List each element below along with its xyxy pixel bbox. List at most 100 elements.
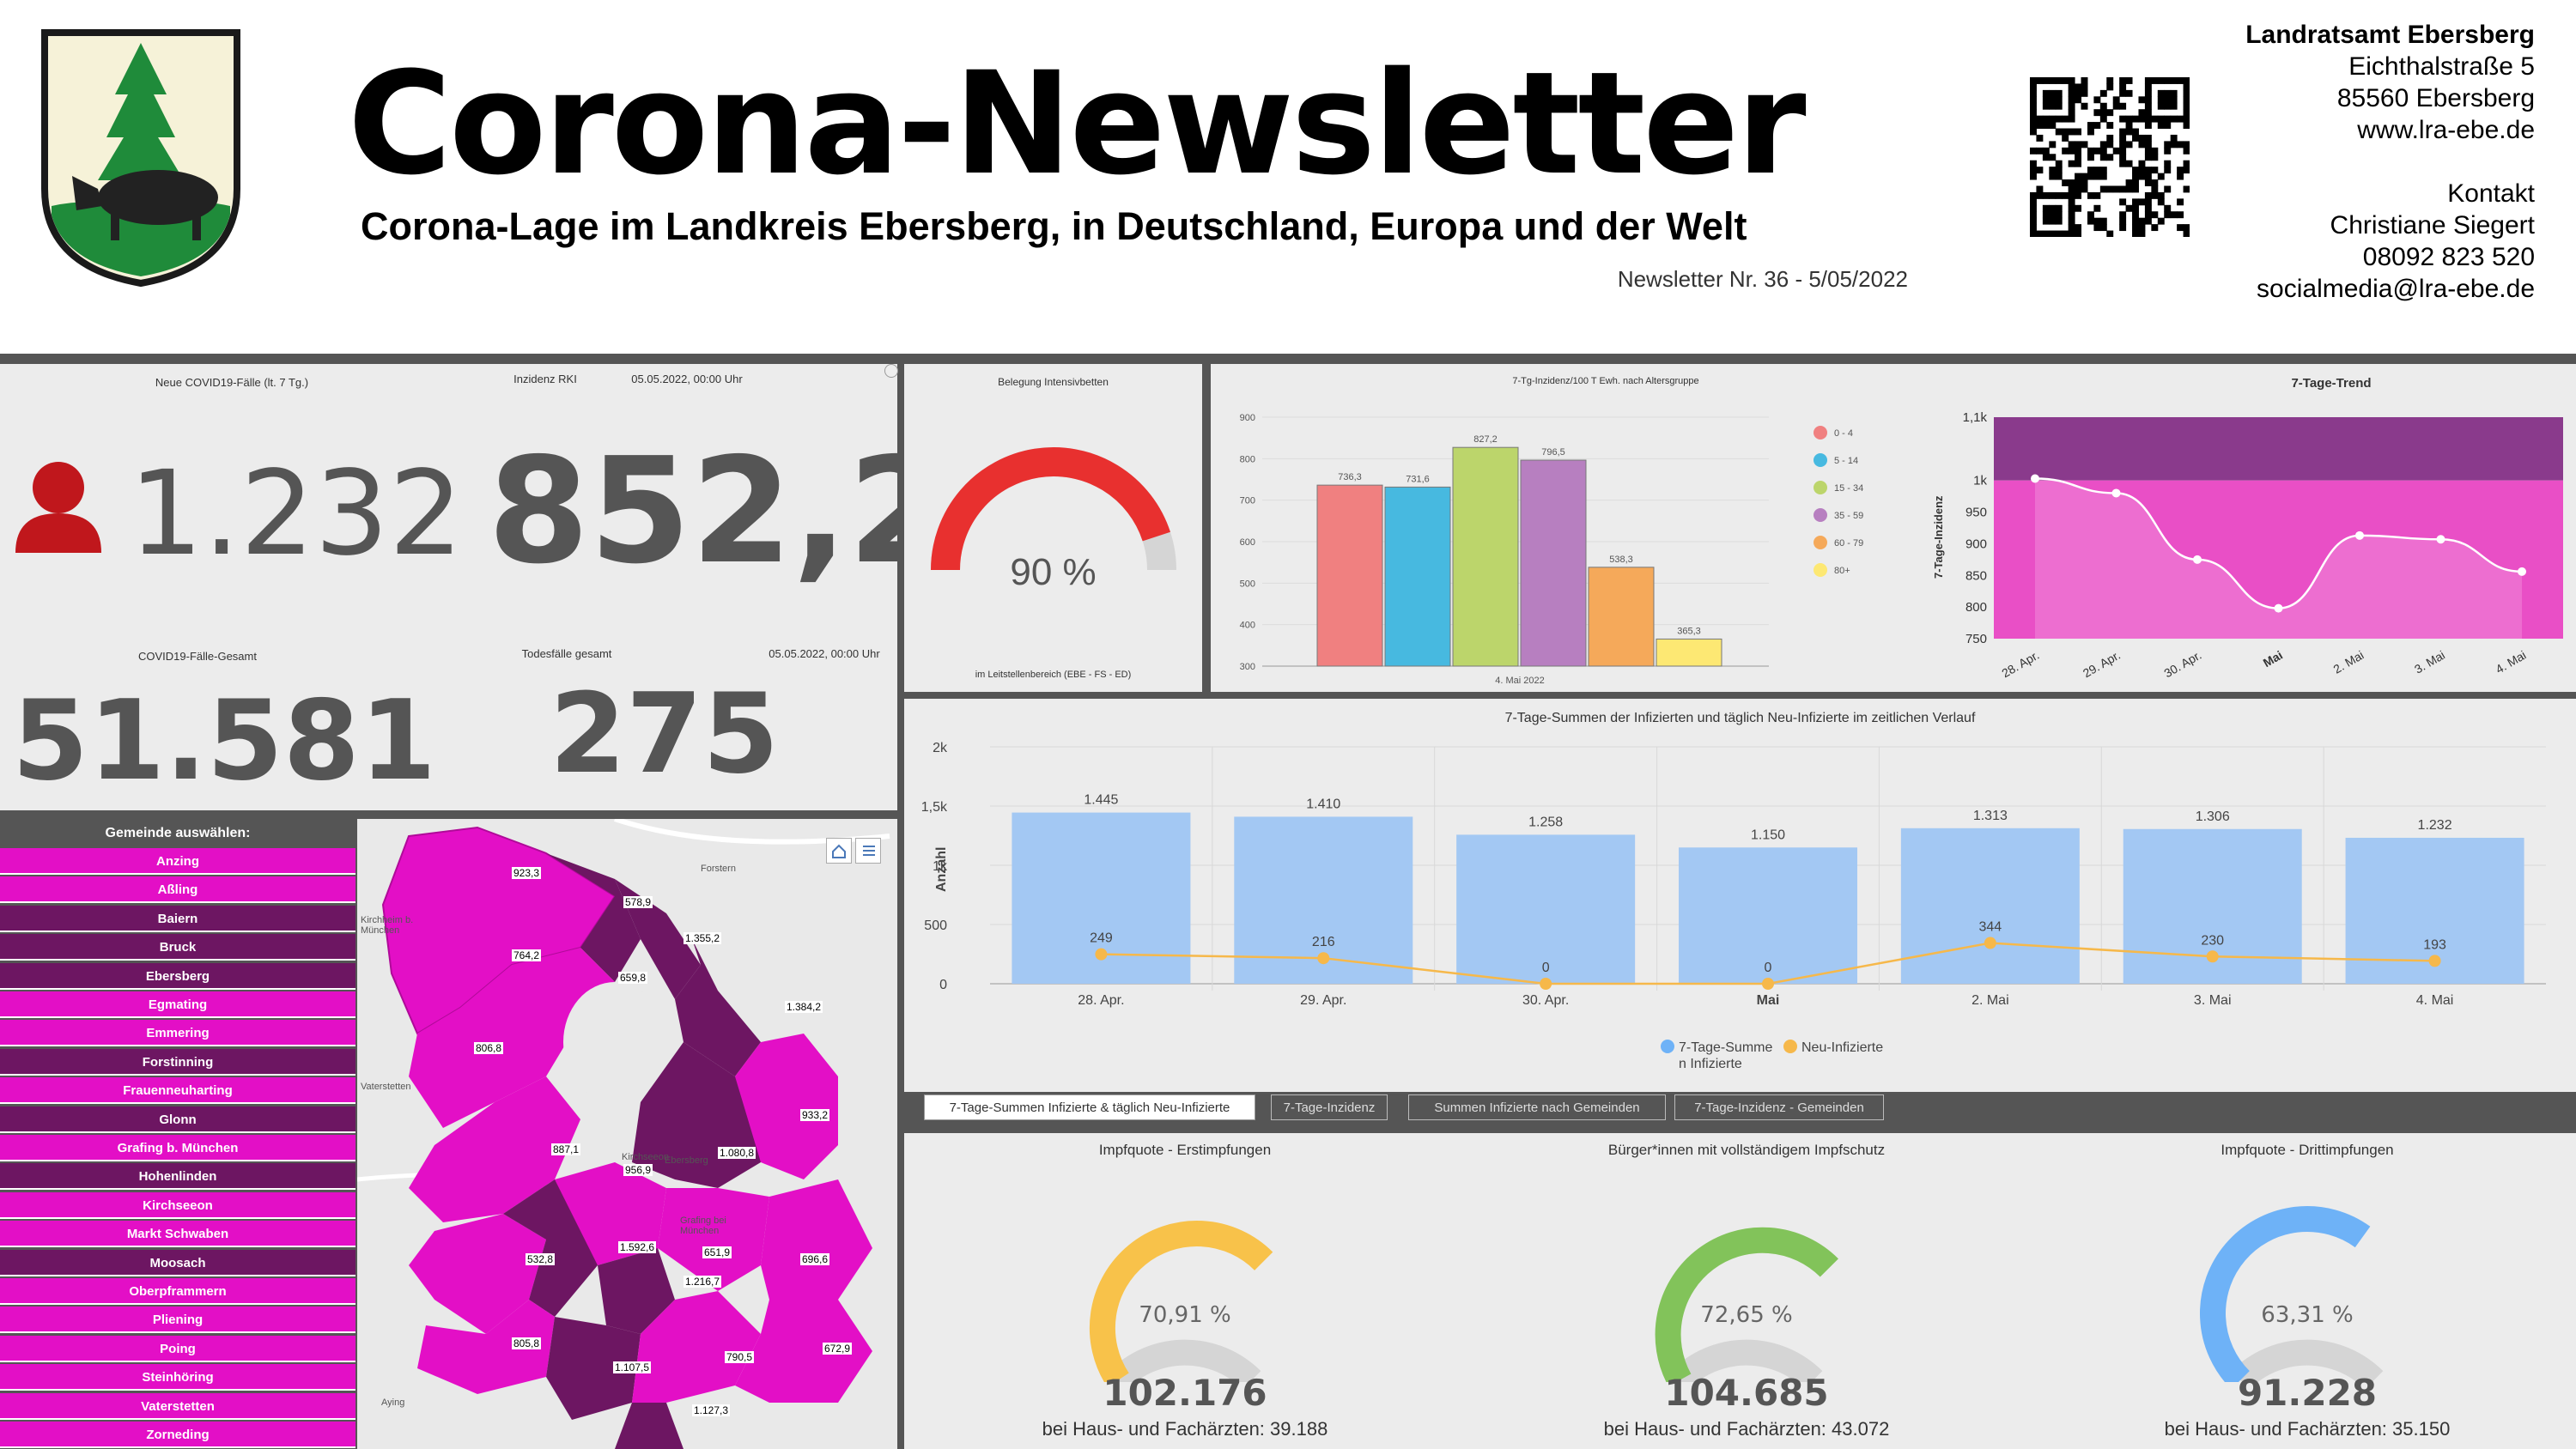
sidebar-item-hohenlinden[interactable]: Hohenlinden <box>0 1163 355 1191</box>
sum-bar[interactable] <box>1900 828 2080 984</box>
age-bar[interactable] <box>1588 567 1655 667</box>
sidebar-item-anzing[interactable]: Anzing <box>0 848 355 875</box>
incidence-date: 05.05.2022, 00:00 Uhr <box>631 373 743 385</box>
panel-options-icon[interactable] <box>884 364 898 378</box>
trend-y-label: 7-Tage-Inzidenz <box>1932 495 1945 579</box>
age-y-tick: 800 <box>1240 454 1255 464</box>
sidebar-item-ebersberg[interactable]: Ebersberg <box>0 962 355 990</box>
trend-point[interactable] <box>2031 474 2039 483</box>
trend-point[interactable] <box>2355 530 2364 540</box>
map-place-name: Aying <box>381 1397 405 1408</box>
trend-point[interactable] <box>2193 555 2202 564</box>
trend-chart: 1,1k 1k 950 900 850 800 750 7-Tage-Inzidenz 28. … <box>1932 410 2563 680</box>
sidebar-item-steinhöring[interactable]: Steinhöring <box>0 1364 355 1391</box>
new-infected-point[interactable] <box>2428 955 2441 967</box>
sidebar-item-kirchseeon[interactable]: Kirchseeon <box>0 1191 355 1219</box>
age-bar[interactable] <box>1316 484 1383 667</box>
sidebar-item-markt-schwaben[interactable]: Markt Schwaben <box>0 1221 355 1248</box>
vaccination-gauge-track <box>1109 1339 1261 1382</box>
icu-value: 90 % <box>1010 551 1097 593</box>
trend-point[interactable] <box>2436 535 2445 544</box>
sidebar-item-vaterstetten[interactable]: Vaterstetten <box>0 1392 355 1420</box>
trend-chart-title: 7-Tage-Trend <box>2291 376 2372 391</box>
map-list-button[interactable] <box>855 838 881 864</box>
sum-x-tick: 28. Apr. <box>1078 993 1124 1008</box>
map-shapes <box>357 819 890 1449</box>
sum-y-tick: 1k <box>933 859 948 874</box>
sidebar-item-pliening[interactable]: Pliening <box>0 1307 355 1334</box>
new-infected-label: 216 <box>1312 935 1335 949</box>
age-legend-swatch <box>1814 481 1827 494</box>
map-incidence-label: 805,8 <box>512 1337 542 1349</box>
tab-sums-by-municipality[interactable]: Summen Infizierte nach Gemeinden <box>1408 1094 1666 1120</box>
map-place-name: Grafing bei München <box>680 1216 726 1236</box>
sidebar-item-zorneding[interactable]: Zorneding <box>0 1422 355 1448</box>
sum-y-tick: 1,5k <box>921 800 948 815</box>
sum-bar[interactable] <box>1679 847 1857 984</box>
sidebar-item-frauenneuharting[interactable]: Frauenneuharting <box>0 1077 355 1105</box>
sidebar-item-forstinning[interactable]: Forstinning <box>0 1048 355 1076</box>
deaths-date: 05.05.2022, 00:00 Uhr <box>769 647 880 660</box>
sidebar-item-bruck[interactable]: Bruck <box>0 934 355 961</box>
vaccination-title: Impfquote - Drittimpfungen <box>2221 1142 2394 1158</box>
age-legend-label[interactable]: 80+ <box>1834 566 1850 576</box>
contact-email-link[interactable]: socialmedia@lra-ebe.de <box>2257 275 2535 303</box>
vaccination-gauge: 70,91 % <box>1089 1221 1273 1382</box>
incidence-label: Inzidenz RKI <box>513 373 577 385</box>
new-infected-point[interactable] <box>1540 978 1552 990</box>
age-bar[interactable] <box>1656 638 1722 667</box>
sum-y-tick: 0 <box>939 978 947 992</box>
trend-y-tick: 1,1k <box>1963 410 1988 425</box>
tab-sums-new-infected[interactable]: 7-Tage-Summen Infizierte & täglich Neu-I… <box>924 1094 1255 1120</box>
sidebar-item-oberpframmern[interactable]: Oberpframmern <box>0 1278 355 1305</box>
age-bar[interactable] <box>1520 459 1587 667</box>
deaths-label: Todesfälle gesamt <box>521 647 612 660</box>
age-bar[interactable] <box>1452 446 1519 667</box>
age-legend-label[interactable]: 15 - 34 <box>1834 483 1863 494</box>
map-home-button[interactable] <box>826 838 852 864</box>
new-infected-point[interactable] <box>1762 978 1774 990</box>
newsletter-header: Corona-Newsletter Corona-Lage im Landkre… <box>0 0 2576 354</box>
tab-7-day-incidence[interactable]: 7-Tage-Inzidenz <box>1271 1094 1388 1120</box>
sum-y-tick: 500 <box>924 919 947 933</box>
sum-bar[interactable] <box>1456 834 1636 984</box>
sum-bar-label: 1.306 <box>2196 809 2230 824</box>
trend-y-tick: 900 <box>1965 537 1987 551</box>
sidebar-header: Gemeinde auswählen: <box>0 819 355 848</box>
tab-incidence-by-municipality[interactable]: 7-Tage-Inzidenz - Gemeinden <box>1674 1094 1884 1120</box>
new-infected-point[interactable] <box>1984 937 1996 949</box>
sidebar-item-grafing-b-münchen[interactable]: Grafing b. München <box>0 1135 355 1161</box>
sum-x-tick: Mai <box>1757 993 1780 1008</box>
age-bar[interactable] <box>1384 486 1451 667</box>
legend-new-label[interactable]: Neu-Infizierte <box>1801 1040 1883 1055</box>
sidebar-item-baiern[interactable]: Baiern <box>0 905 355 932</box>
sidebar-item-glonn[interactable]: Glonn <box>0 1106 355 1133</box>
sidebar-item-aßling[interactable]: Aßling <box>0 876 355 904</box>
sum-bar-label: 1.445 <box>1084 793 1118 808</box>
age-legend-label[interactable]: 5 - 14 <box>1834 456 1858 466</box>
age-legend-swatch <box>1814 563 1827 577</box>
district-map[interactable]: 923,3 578,9 1.355,2 764,2 659,8 1.384,2 806,8 9… <box>357 819 897 1449</box>
sidebar-item-emmering[interactable]: Emmering <box>0 1020 355 1047</box>
contact-web-link[interactable]: www.lra-ebe.de <box>2357 116 2535 144</box>
list-icon <box>863 846 875 856</box>
sidebar-item-poing[interactable]: Poing <box>0 1335 355 1362</box>
trend-point[interactable] <box>2111 488 2121 498</box>
vaccination-total: 102.176 <box>1103 1372 1267 1414</box>
sidebar-item-moosach[interactable]: Moosach <box>0 1249 355 1276</box>
trend-point[interactable] <box>2274 603 2283 613</box>
age-y-tick: 400 <box>1240 621 1255 631</box>
new-infected-point[interactable] <box>1317 952 1330 965</box>
age-legend-label[interactable]: 0 - 4 <box>1834 428 1853 439</box>
sidebar-item-egmating[interactable]: Egmating <box>0 991 355 1018</box>
new-infected-point[interactable] <box>2206 950 2219 963</box>
map-incidence-label: 933,2 <box>800 1109 830 1121</box>
trend-point[interactable] <box>2518 567 2526 576</box>
newsletter-issue: Newsletter Nr. 36 - 5/05/2022 <box>1617 266 1908 292</box>
new-infected-point[interactable] <box>1095 948 1108 961</box>
qr-code-icon[interactable] <box>2030 77 2190 237</box>
age-legend-label[interactable]: 60 - 79 <box>1834 538 1863 549</box>
legend-sum-label[interactable]: 7-Tage-Summe <box>1679 1040 1772 1055</box>
newsletter-subtitle: Corona-Lage im Landkreis Ebersberg, in D… <box>361 204 1747 248</box>
age-legend-label[interactable]: 35 - 59 <box>1834 511 1863 521</box>
